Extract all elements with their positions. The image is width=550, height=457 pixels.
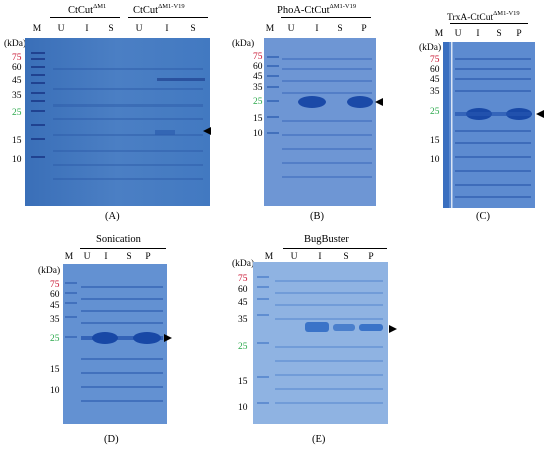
panel-e-arrowhead <box>389 325 397 333</box>
panel-a-group-2-bar <box>128 17 208 18</box>
panel-e-mw-35: 35 <box>238 315 248 325</box>
panel-e-lane-m: M <box>264 252 274 262</box>
panel-a-group-1-bar <box>50 17 120 18</box>
panel-b-arrowhead <box>375 98 383 106</box>
panel-d-units: (kDa) <box>38 266 61 276</box>
panel-e-mw-10: 10 <box>238 403 248 413</box>
panel-c-mw-35: 35 <box>430 87 440 97</box>
panel-a-mw-75: 75 <box>12 53 22 63</box>
panel-d-mw-15: 15 <box>50 365 60 375</box>
panel-a-group-1-title: CtCutΔM1 <box>68 3 107 16</box>
panel-e-lane-i: I <box>318 252 322 262</box>
panel-d-mw-35: 35 <box>50 315 60 325</box>
panel-a-group-2-title: CtCutΔM1-V19 <box>133 3 185 16</box>
panel-e-lane-u: U <box>290 252 298 262</box>
panel-a-lane-m: M <box>32 24 42 34</box>
panel-e-lane-s: S <box>343 252 349 262</box>
panel-c-group-title: TrxA-CtCutΔM1-V19 <box>447 10 520 23</box>
panel-b-mw-25: 25 <box>253 97 263 107</box>
panel-b-mw-15: 15 <box>253 114 263 124</box>
panel-b-mw-35: 35 <box>253 83 263 93</box>
panel-d-mw-25: 25 <box>50 334 60 344</box>
panel-a-lane-i1: I <box>85 24 89 34</box>
panel-b-units: (kDa) <box>232 39 255 49</box>
panel-c-gel-image <box>443 42 535 208</box>
panel-a-mw-35: 35 <box>12 91 22 101</box>
panel-a-mw-45: 45 <box>12 76 22 86</box>
panel-b-mw-10: 10 <box>253 129 263 139</box>
panel-b-mw-45: 45 <box>253 72 263 82</box>
panel-a-gel-image <box>25 38 210 206</box>
panel-b-caption: (B) <box>310 211 324 222</box>
panel-c-units: (kDa) <box>419 43 442 53</box>
panel-a-arrowhead <box>203 127 211 135</box>
panel-c-arrowhead <box>536 110 544 118</box>
panel-d-lane-u: U <box>83 252 91 262</box>
panel-b-mw-60: 60 <box>253 62 263 72</box>
panel-d-mw-45: 45 <box>50 301 60 311</box>
panel-d-caption: (D) <box>104 434 119 445</box>
panel-c-lane-p: P <box>516 29 522 39</box>
panel-e-mw-60: 60 <box>238 285 248 295</box>
panel-d-mw-10: 10 <box>50 386 60 396</box>
panel-b-lane-m: M <box>265 24 275 34</box>
panel-c-mw-45: 45 <box>430 75 440 85</box>
panel-c-lane-m: M <box>434 29 444 39</box>
panel-b-group-bar <box>281 17 371 18</box>
panel-e-caption: (E) <box>312 434 326 445</box>
panel-c-mw-10: 10 <box>430 155 440 165</box>
panel-a-caption: (A) <box>105 211 120 222</box>
panel-e-gel-image <box>253 262 388 424</box>
panel-a-lane-s1: S <box>108 24 114 34</box>
panel-c-mw-15: 15 <box>430 136 440 146</box>
panel-c-mw-25: 25 <box>430 107 440 117</box>
panel-c-lane-s: S <box>496 29 502 39</box>
panel-b-mw-75: 75 <box>253 52 263 62</box>
panel-d-arrowhead <box>164 334 172 342</box>
panel-e-lane-p: P <box>368 252 374 262</box>
panel-e-group-title: BugBuster <box>304 234 349 245</box>
panel-d-group-bar <box>80 248 166 249</box>
panel-d-mw-75: 75 <box>50 280 60 290</box>
panel-e-mw-75: 75 <box>238 274 248 284</box>
panel-c-lane-i: I <box>476 29 480 39</box>
panel-d-mw-60: 60 <box>50 290 60 300</box>
panel-e-group-bar <box>283 248 387 249</box>
panel-a-mw-25: 25 <box>12 108 22 118</box>
panel-e-mw-25: 25 <box>238 342 248 352</box>
panel-d-group-title: Sonication <box>96 234 141 245</box>
panel-b-lane-s: S <box>337 24 343 34</box>
panel-d-lane-p: P <box>145 252 151 262</box>
panel-a-mw-10: 10 <box>12 155 22 165</box>
panel-a-lane-u1: U <box>57 24 65 34</box>
panel-a-mw-15: 15 <box>12 136 22 146</box>
panel-c-mw-75: 75 <box>430 55 440 65</box>
panel-c-mw-60: 60 <box>430 65 440 75</box>
panel-e-mw-15: 15 <box>238 377 248 387</box>
panel-d-lane-s: S <box>126 252 132 262</box>
panel-a-mw-60: 60 <box>12 63 22 73</box>
panel-b-lane-p: P <box>361 24 367 34</box>
panel-a-units: (kDa) <box>4 39 27 49</box>
panel-c-caption: (C) <box>476 211 490 222</box>
panel-b-group-title: PhoA-CtCutΔM1-V19 <box>277 3 357 16</box>
panel-b-gel-image <box>264 38 376 206</box>
panel-e-units: (kDa) <box>232 259 255 269</box>
panel-c-group-bar <box>450 23 528 24</box>
panel-e-mw-45: 45 <box>238 298 248 308</box>
panel-c-lane-u: U <box>454 29 462 39</box>
panel-d-lane-i: I <box>104 252 108 262</box>
panel-d-gel-image <box>63 264 167 424</box>
panel-a-lane-s2: S <box>190 24 196 34</box>
panel-d-lane-m: M <box>64 252 74 262</box>
panel-a-lane-u2: U <box>135 24 143 34</box>
panel-a-lane-i2: I <box>165 24 169 34</box>
panel-b-lane-i: I <box>315 24 319 34</box>
panel-b-lane-u: U <box>287 24 295 34</box>
